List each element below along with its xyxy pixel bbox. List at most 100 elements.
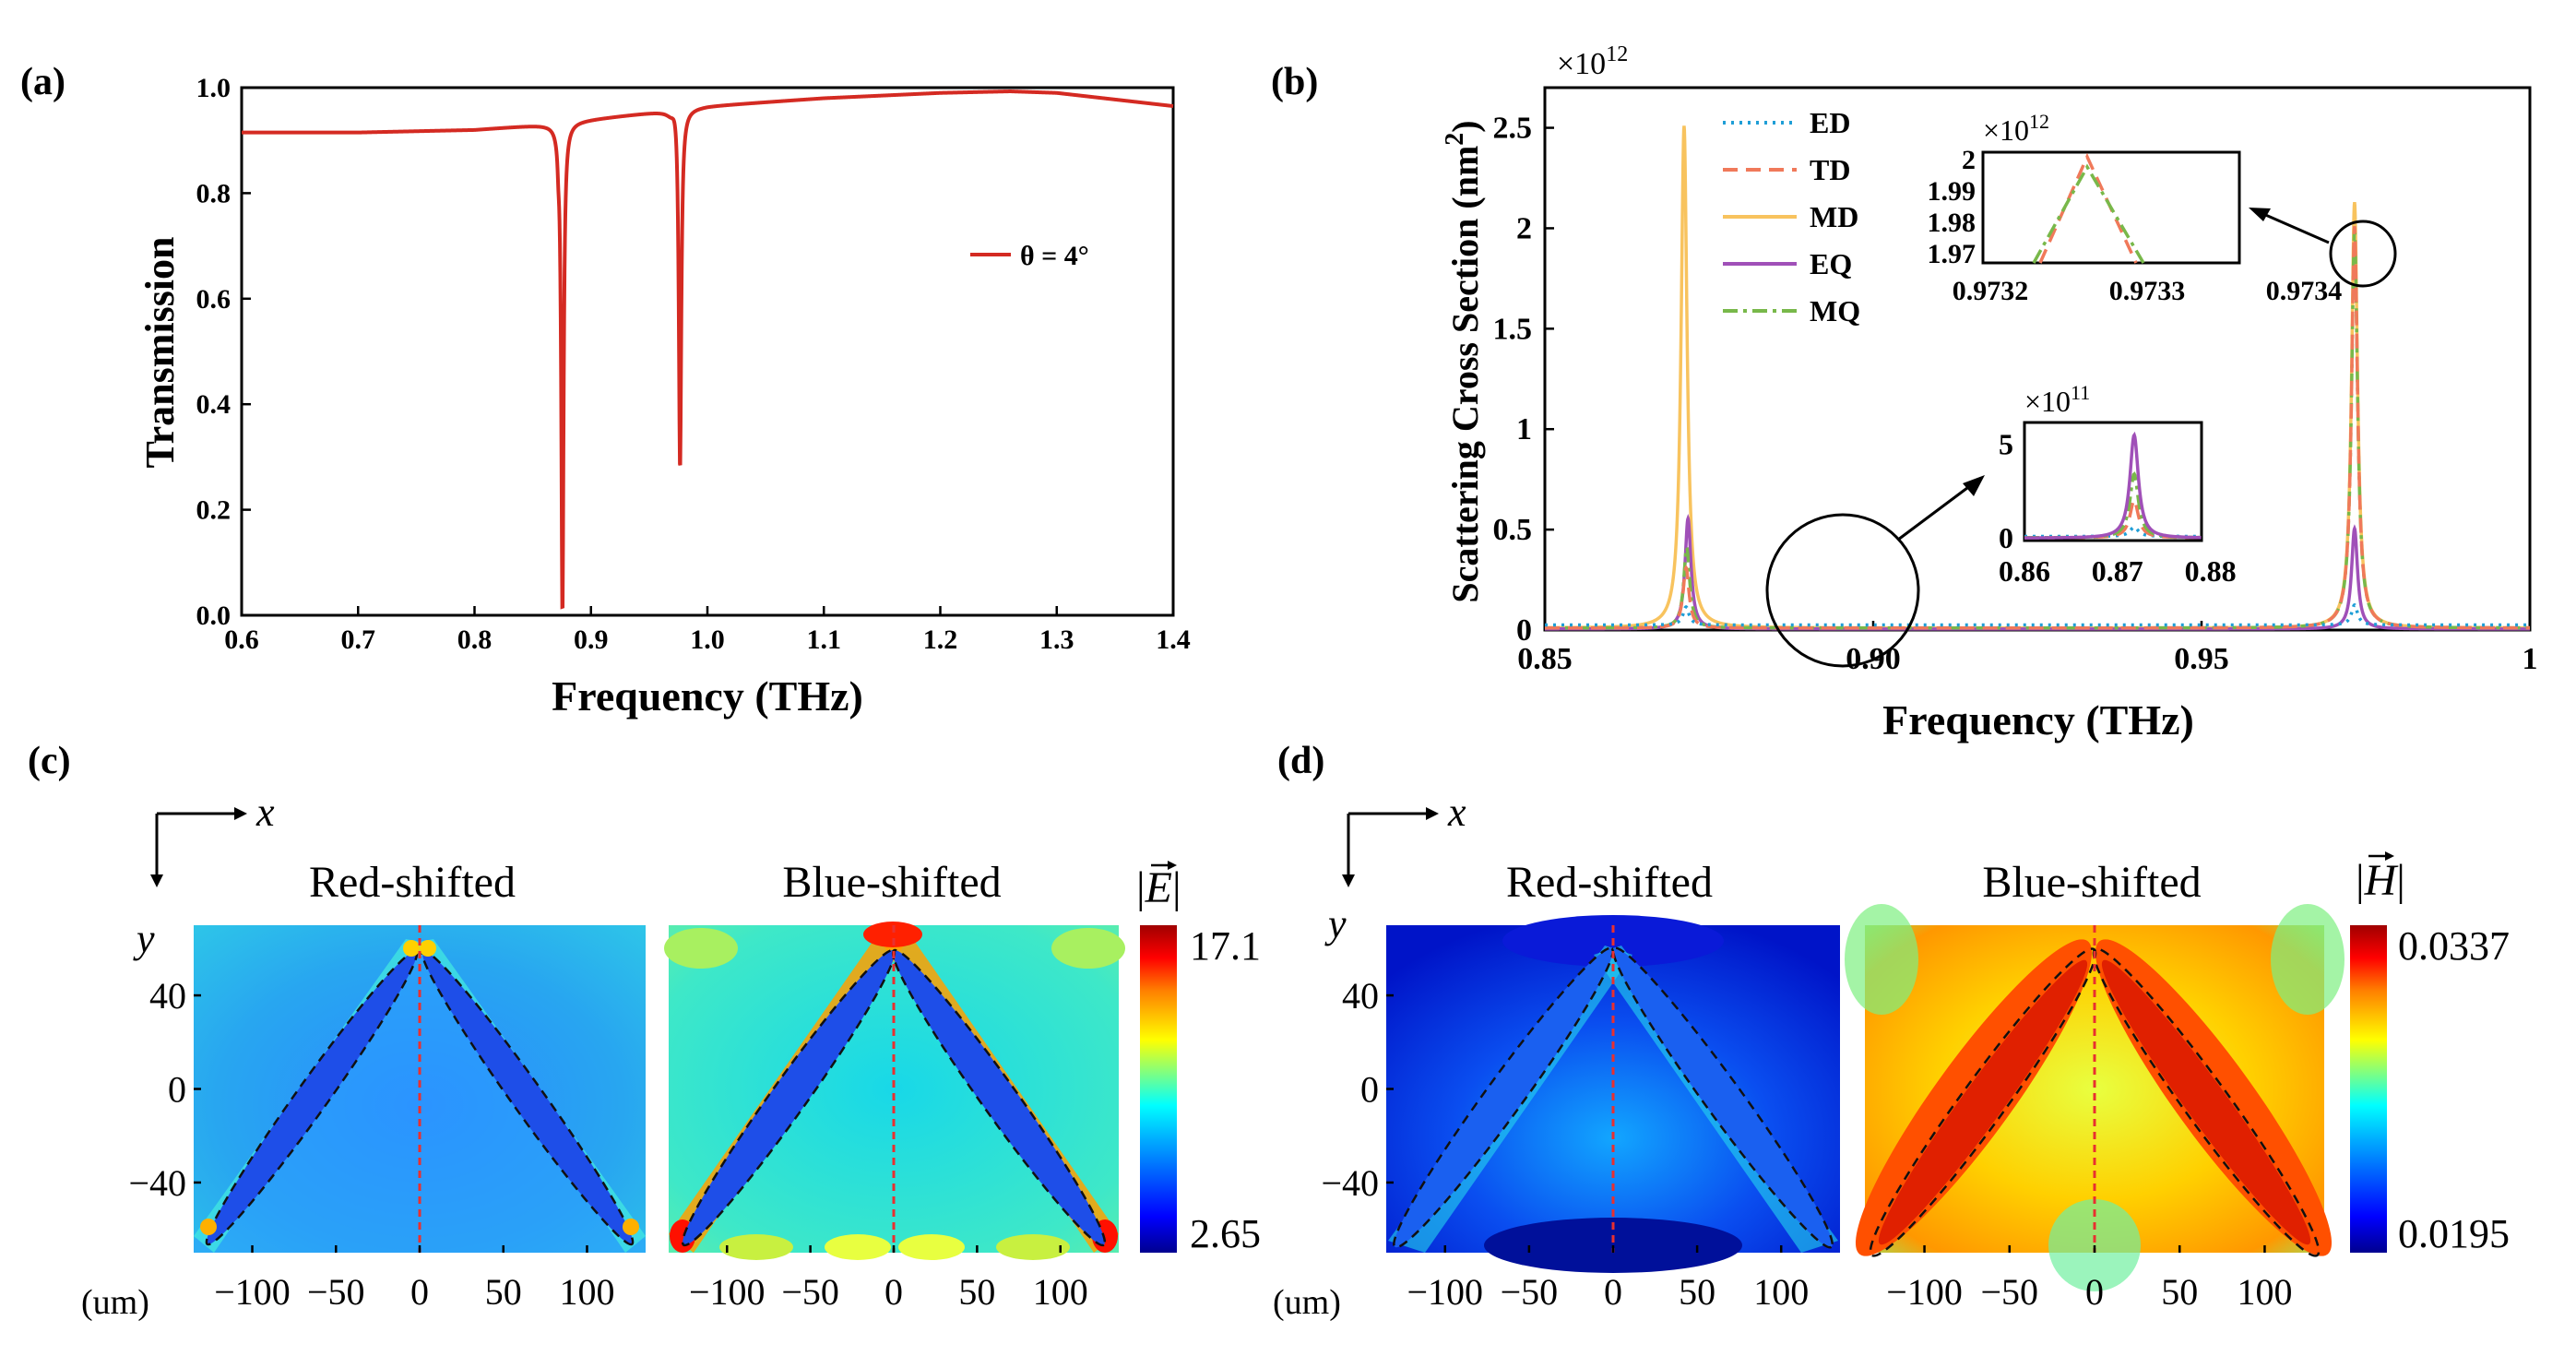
- inset-top-y-ticks: 21.991.981.97: [1928, 145, 1977, 269]
- heatmap-xtick-label: 0: [1604, 1271, 1622, 1313]
- heatmap-xtick-label: 100: [559, 1271, 614, 1313]
- heatmap-xtick-label: −50: [307, 1271, 365, 1313]
- heatmap-xtick-label: −100: [689, 1271, 766, 1313]
- inset-top-td-line: [2038, 152, 2138, 264]
- panel-b-ytick-label: 0.5: [1493, 513, 1533, 547]
- inset-top-ytick-label: 1.99: [1928, 176, 1977, 207]
- heatmap-xtick-label: −100: [214, 1271, 291, 1313]
- panel-a-frame: [240, 86, 1175, 617]
- panel-a-xtick-label: 1.0: [690, 624, 725, 655]
- panel-b-series: [1545, 125, 2530, 631]
- panel-c-unit: (um): [81, 1283, 149, 1322]
- heatmap-ytick-label: −40: [1321, 1162, 1379, 1204]
- panel-d-x-arrowhead: [1426, 807, 1439, 820]
- heatmap-ytick-label: 40: [149, 975, 186, 1017]
- inset-bottom-exponent: ×1011: [2024, 381, 2090, 418]
- panel-c-y-axis-label: y: [133, 916, 155, 961]
- inset-bottom-xtick-label: 0.88: [2185, 554, 2237, 588]
- panel-d-colorbar-max: 0.0337: [2398, 923, 2510, 969]
- panel-d-x-ticks: −100 −50 0 50 100 −100 −50 0 50 100: [1407, 1245, 2292, 1313]
- heatmap-xtick-label: 100: [2237, 1271, 2292, 1313]
- heatmap-xtick-label: 0: [2085, 1271, 2104, 1313]
- heatmap-xtick-label: −100: [1407, 1271, 1483, 1313]
- panel-c-label: (c): [28, 740, 71, 782]
- panel-b-inset-bottom: ×1011 50 0.86 0.87 0.88: [1999, 381, 2237, 588]
- panel-b: (b) ×1012 00.511.522.5 0.85 0.90 0.95 1 EDT…: [1271, 42, 2538, 743]
- panel-c-map-red: [194, 925, 646, 1253]
- panel-c-colorbar-min: 2.65: [1190, 1211, 1261, 1256]
- panel-b-ytick-label: 1: [1516, 412, 1532, 446]
- inset-top-xtick-label: 0.9734: [2266, 276, 2343, 306]
- inset-bottom-ytick-label: 5: [1999, 427, 2013, 460]
- panel-a-ylabel: Transmission: [137, 236, 183, 468]
- panel-b-zoom-circle-right: [2329, 220, 2397, 288]
- panel-d-y-ticks: 40 0 −40: [1321, 975, 1394, 1204]
- heatmap-xtick-label: 50: [958, 1271, 995, 1313]
- panel-d-unit: (um): [1273, 1283, 1341, 1322]
- panel-a-y-ticks: 0.0 0.2 0.4 0.6 0.8 1.0: [196, 73, 251, 631]
- panel-d-map-blue: [1845, 904, 2345, 1291]
- inset-bottom-eq-line: [2024, 431, 2202, 540]
- panel-a-xtick-label: 0.8: [457, 624, 493, 655]
- panel-c-x-ticks: −100 −50 0 50 100 −100 −50 0 50 100: [214, 1245, 1088, 1313]
- panel-a-xtick-label: 1.1: [807, 624, 842, 655]
- panel-b-xtick-label: 1: [2523, 642, 2538, 676]
- panel-b-arrow-left: [1897, 478, 1979, 541]
- inset-top-ytick-label: 1.98: [1928, 208, 1977, 238]
- inset-top-ytick-label: 1.97: [1928, 239, 1977, 269]
- panel-b-xlabel: Frequency (THz): [1882, 696, 2194, 743]
- panel-c-colorbar-max: 17.1: [1190, 923, 1261, 969]
- inset-top-mq-line: [2032, 163, 2145, 264]
- legend-label-eq: EQ: [1810, 247, 1852, 280]
- panel-c-y-arrowhead: [150, 874, 163, 887]
- panel-a-xtick-label: 1.3: [1039, 624, 1074, 655]
- heatmap-ytick-label: 0: [168, 1069, 186, 1111]
- panel-c: (c) x y Red-shifted Blue-shifted: [28, 740, 1261, 1322]
- panel-a-xtick-label: 0.9: [574, 624, 609, 655]
- heatmap-xtick-label: −100: [1886, 1271, 1963, 1313]
- panel-a-ytick-label: 0.4: [196, 389, 231, 420]
- inset-top-x-ticks: 0.9732 0.9733 0.9734: [1953, 276, 2343, 306]
- panel-d-map-red: [1386, 915, 1840, 1273]
- heatmap-xtick-label: 50: [485, 1271, 522, 1313]
- heatmap-xtick-label: 0: [410, 1271, 429, 1313]
- panel-a-xtick-label: 1.2: [923, 624, 958, 655]
- panel-d-y-arrowhead: [1342, 874, 1355, 887]
- inset-top-lines: [2032, 152, 2145, 264]
- panel-b-arrowhead-right: [2249, 208, 2271, 221]
- panel-a-ytick-label: 0.0: [196, 601, 231, 631]
- legend-label-ed: ED: [1810, 106, 1850, 139]
- panel-d-field-label: |H|: [2356, 856, 2405, 905]
- panel-b-inset-top: ×1012 21.991.981.97 0.9732 0.9733 0.9734: [1928, 110, 2343, 306]
- heatmap-ytick-label: 40: [1342, 975, 1379, 1017]
- panel-d: (d) x y Red-shifted Blue-shifted: [1273, 740, 2510, 1322]
- panel-d-y-axis-label: y: [1324, 901, 1347, 946]
- inset-top-xtick-label: 0.9733: [2109, 276, 2186, 306]
- panel-a-ytick-label: 1.0: [196, 73, 231, 103]
- heatmap-xtick-label: −50: [781, 1271, 839, 1313]
- heatmap-xtick-label: 100: [1753, 1271, 1809, 1313]
- panel-b-ytick-label: 1.5: [1493, 312, 1533, 346]
- panel-c-field-label: |E|: [1136, 863, 1181, 912]
- panel-b-label: (b): [1271, 61, 1318, 103]
- panel-d-colorbar: [2350, 925, 2387, 1253]
- inset-bottom-y-ticks: 50: [1999, 427, 2013, 554]
- panel-a-ytick-label: 0.8: [196, 178, 231, 208]
- panel-a-x-ticks: 0.6 0.7 0.8 0.9 1.0 1.1 1.2 1.3 1.4: [224, 606, 1191, 655]
- panel-a-xtick-label: 0.6: [224, 624, 259, 655]
- panel-a-label: (a): [20, 61, 65, 103]
- panel-a-xtick-label: 1.4: [1156, 624, 1191, 655]
- panel-c-y-ticks: 40 0 −40: [128, 975, 201, 1204]
- panel-c-title-red: Red-shifted: [309, 858, 516, 907]
- panel-b-legend: ED TD MD EQ MQ: [1723, 106, 1860, 327]
- panel-d-label: (d): [1277, 740, 1324, 782]
- inset-bottom-xtick-label: 0.87: [2092, 554, 2143, 588]
- heatmap-xtick-label: 0: [884, 1271, 903, 1313]
- panel-b-exponent: ×1012: [1557, 42, 1628, 81]
- legend-label-md: MD: [1810, 200, 1858, 233]
- inset-bottom-xtick-label: 0.86: [1999, 554, 2050, 588]
- inset-bottom-frame: [2023, 421, 2203, 542]
- heatmap-xtick-label: 100: [1033, 1271, 1088, 1313]
- panel-b-ytick-label: 0: [1516, 613, 1532, 648]
